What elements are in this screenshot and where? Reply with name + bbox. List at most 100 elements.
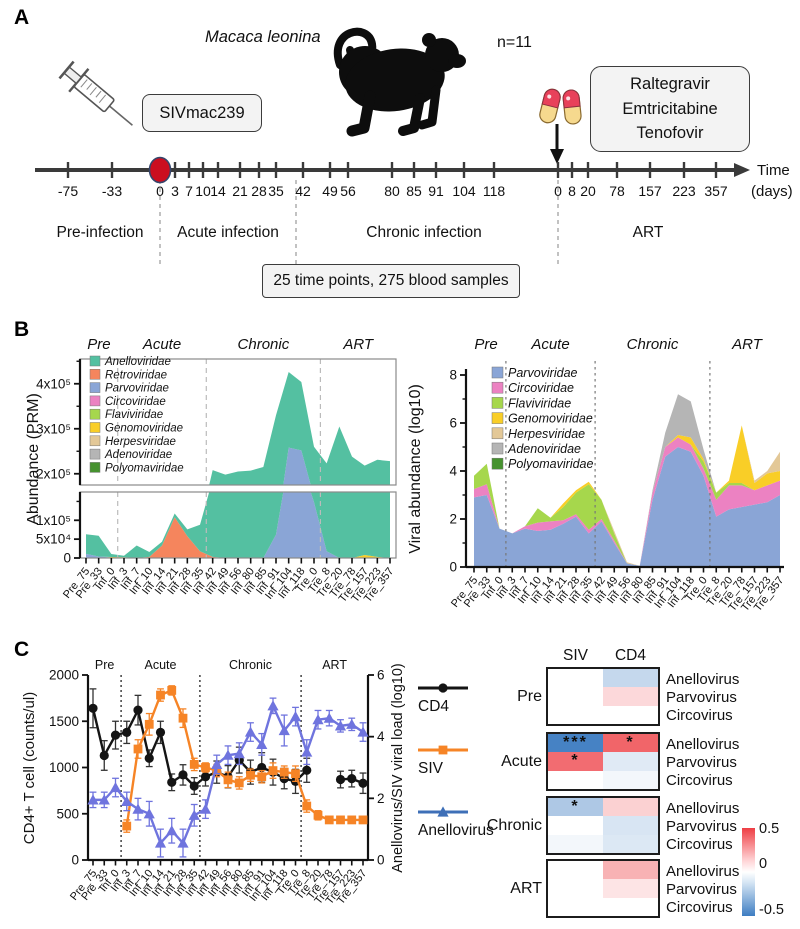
- heatmap-phase-art: ART: [510, 879, 542, 897]
- svg-text:91: 91: [428, 183, 444, 199]
- heatmap-cell-art-siv-parvovirus: [548, 879, 603, 898]
- svg-text:0: 0: [377, 853, 385, 868]
- heatmap-cell-art-cd4-parvovirus: [603, 879, 658, 898]
- heatmap-row-label-anellovirus: Anellovirus: [666, 735, 740, 753]
- inoculum-label: SIVmac239: [159, 103, 245, 122]
- legend-swatch-herpesviridae: [89, 435, 101, 447]
- legend-label-adenoviridae: Adenoviridae: [104, 449, 172, 461]
- heatmap-cell-chronic-cd4-anellovirus: [603, 798, 658, 817]
- legend-label-flaviviridae: Flaviviridae: [508, 396, 571, 410]
- heatmap-cell-chronic-siv-anellovirus: *: [548, 798, 603, 817]
- legend-label-genomoviridae: Genomoviridae: [508, 412, 593, 426]
- b-right-phase-acute: Acute: [530, 336, 569, 353]
- legend-label-polyomaviridae: Polyomaviridae: [508, 457, 594, 471]
- svg-text:56: 56: [340, 183, 356, 199]
- legend-label-parvoviridae: Parvoviridae: [105, 383, 169, 395]
- b-left-phase-chronic: Chronic: [238, 336, 290, 353]
- heatmap-row-label-anellovirus: Anellovirus: [666, 670, 740, 688]
- b-right-phase-pre: Pre: [474, 336, 497, 353]
- legend-swatch-circoviridae: [491, 381, 504, 394]
- art-drug-3: Tenofovir: [636, 124, 704, 143]
- svg-text:78: 78: [609, 183, 625, 199]
- svg-text:3x10⁵: 3x10⁵: [36, 421, 71, 436]
- area-series-parvoviridae: [86, 492, 390, 558]
- area-series-parvoviridae: [283, 447, 311, 485]
- heatmap-cell-art-cd4-anellovirus: [603, 861, 658, 880]
- species-name: Macaca leonina: [205, 28, 321, 46]
- panel-c-label: C: [14, 638, 30, 661]
- b-left-ylabel: Abundance (PRM): [25, 393, 42, 525]
- heatmap-cell-acute-siv-anellovirus: ***: [548, 734, 603, 753]
- panel-a-label: A: [14, 6, 30, 29]
- svg-text:CD4: CD4: [418, 698, 449, 715]
- abundance-prm-chart: 2x10⁵3x10⁵4x10⁵05x10⁴1x10⁵Pre_75Pre_33In…: [25, 336, 397, 605]
- svg-text:118: 118: [483, 183, 506, 199]
- legend-label-circoviridae: Circoviridae: [105, 396, 166, 408]
- svg-text:157: 157: [638, 183, 662, 199]
- phase-pre-infection: Pre-infection: [56, 224, 144, 241]
- heatmap-cell-art-siv-circovirus: [548, 897, 603, 916]
- legend-label-herpesviridae: Herpesviridae: [105, 436, 176, 448]
- art-drugs-box: Raltegravir Emtricitabine Tenofovir: [590, 66, 750, 152]
- svg-text:4: 4: [377, 729, 385, 744]
- svg-text:104: 104: [452, 183, 476, 199]
- legend-swatch-flaviviridae: [89, 408, 101, 420]
- heatmap-col-header-cd4: CD4: [614, 647, 646, 664]
- svg-text:4: 4: [449, 464, 457, 479]
- legend-swatch-adenoviridae: [491, 442, 504, 455]
- c-legend-cd4: CD4: [418, 683, 468, 715]
- c-legend-anellovirus: Anellovirus: [418, 806, 494, 839]
- heatmap-cell-acute-cd4-anellovirus: *: [603, 734, 658, 753]
- svg-text:0: 0: [449, 560, 457, 575]
- c-phase-art: ART: [322, 658, 347, 672]
- heatmap-row-label-anellovirus: Anellovirus: [666, 799, 740, 817]
- heatmap-cell-acute-cd4-parvovirus: [603, 752, 658, 771]
- b-left-phase-pre: Pre: [87, 336, 110, 353]
- heatmap-cell-pre-siv-parvovirus: [548, 687, 603, 706]
- heatmap-cell-acute-siv-circovirus: [548, 770, 603, 789]
- svg-text:2x10⁵: 2x10⁵: [36, 466, 71, 481]
- heatmap-phase-chronic: Chronic: [486, 816, 542, 834]
- heatmap-cell-pre-cd4-parvovirus: [603, 687, 658, 706]
- svg-text:(days): (days): [751, 183, 793, 200]
- b-right-phase-art: ART: [731, 336, 764, 353]
- svg-text:-75: -75: [58, 183, 78, 199]
- inoculum-box: SIVmac239: [142, 94, 262, 132]
- heatmap-cell-chronic-siv-circovirus: [548, 834, 603, 853]
- legend-label-polyomaviridae: Polyomaviridae: [105, 462, 184, 474]
- heatmap-row-label-parvovirus: Parvovirus: [666, 817, 737, 835]
- legend-swatch-retroviridae: [89, 369, 101, 380]
- legend-swatch-genomoviridae: [89, 422, 101, 433]
- svg-text:2: 2: [449, 512, 457, 527]
- area-series-anelloviridae: [209, 372, 390, 485]
- art-drug-2: Emtricitabine: [622, 99, 718, 118]
- svg-text:14: 14: [210, 183, 226, 199]
- sample-note-box: 25 time points, 275 blood samples: [262, 264, 520, 298]
- svg-text:-33: -33: [102, 183, 122, 199]
- svg-text:223: 223: [672, 183, 696, 199]
- heatmap-row-label-circovirus: Circovirus: [666, 836, 733, 854]
- heatmap-cell-pre-cd4-anellovirus: [603, 669, 658, 688]
- heatmap-row-label-circovirus: Circovirus: [666, 899, 733, 917]
- syringe-icon: [58, 60, 133, 126]
- phase-art: ART: [632, 224, 664, 241]
- legend-swatch-circoviridae: [89, 395, 101, 407]
- svg-text:80: 80: [384, 183, 400, 199]
- svg-text:28: 28: [251, 183, 267, 199]
- svg-text:1000: 1000: [49, 760, 79, 775]
- legend-swatch-parvoviridae: [491, 366, 504, 379]
- legend-swatch-parvoviridae: [89, 382, 101, 393]
- legend-swatch-polyomaviridae: [89, 462, 101, 473]
- area-series-anelloviridae: [86, 492, 390, 558]
- heatmap-col-header-siv: SIV: [563, 647, 588, 664]
- svg-text:20: 20: [580, 183, 596, 199]
- c-phase-pre: Pre: [95, 658, 115, 672]
- heatmap-cell-chronic-cd4-circovirus: [603, 834, 658, 853]
- svg-text:1500: 1500: [49, 714, 79, 729]
- svg-text:Anellovirus: Anellovirus: [418, 822, 494, 839]
- svg-text:2000: 2000: [49, 668, 79, 683]
- heatmap-cell-chronic-siv-parvovirus: [548, 816, 603, 835]
- panel-b-label: B: [14, 318, 30, 341]
- legend-label-flaviviridae: Flaviviridae: [105, 409, 163, 421]
